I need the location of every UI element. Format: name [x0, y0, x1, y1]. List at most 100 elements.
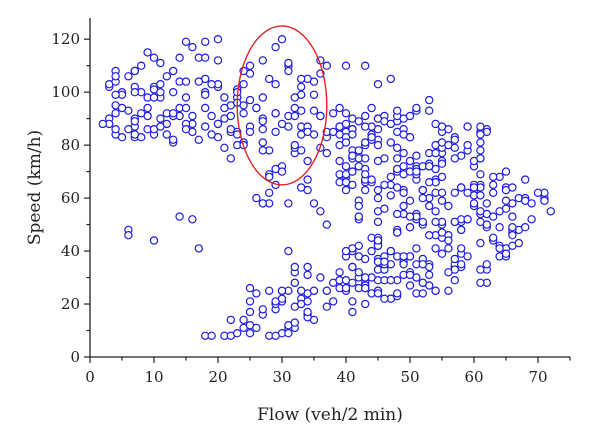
data-point — [258, 146, 267, 155]
data-point — [290, 318, 299, 327]
data-point — [130, 87, 139, 97]
data-point — [405, 212, 415, 221]
data-point — [207, 130, 216, 139]
data-point — [303, 156, 312, 166]
data-point — [393, 154, 402, 163]
data-point — [284, 199, 293, 208]
data-point — [457, 225, 466, 235]
data-point — [335, 268, 344, 277]
data-point — [508, 230, 517, 240]
data-point — [405, 132, 415, 142]
data-point — [309, 130, 319, 139]
data-point — [361, 254, 370, 264]
x-tick-label: 20 — [208, 368, 227, 386]
data-point — [245, 297, 255, 306]
data-point — [405, 270, 415, 280]
data-point — [245, 127, 255, 137]
data-point — [386, 246, 395, 256]
data-point — [412, 167, 421, 176]
data-point — [425, 95, 434, 105]
data-point — [425, 177, 434, 187]
x-tick-label: 0 — [85, 368, 95, 386]
data-point — [399, 188, 408, 197]
data-point — [348, 130, 357, 139]
data-point — [322, 148, 331, 158]
data-point — [341, 119, 351, 129]
data-point — [194, 135, 203, 144]
data-point — [181, 77, 191, 86]
data-point — [361, 273, 370, 282]
data-point — [457, 260, 466, 269]
data-point — [386, 276, 395, 285]
data-point — [309, 199, 319, 208]
data-point — [501, 249, 511, 258]
data-point — [188, 111, 197, 121]
data-point — [188, 42, 197, 52]
data-point — [418, 289, 427, 298]
data-point — [450, 217, 459, 227]
data-point — [361, 185, 370, 195]
data-point — [444, 201, 453, 211]
data-point — [265, 74, 274, 84]
data-point — [367, 175, 376, 184]
x-tick-label: 50 — [400, 368, 419, 386]
data-point — [489, 172, 498, 182]
data-point — [200, 103, 210, 113]
data-point — [168, 135, 178, 144]
data-point — [399, 148, 408, 158]
data-point — [239, 109, 248, 118]
data-point — [501, 167, 511, 176]
data-point — [373, 156, 383, 166]
data-point — [386, 191, 395, 200]
data-point — [181, 37, 191, 47]
data-point — [168, 66, 178, 76]
data-point — [508, 212, 517, 221]
data-point — [265, 286, 274, 295]
data-point — [469, 199, 479, 208]
data-point — [245, 95, 255, 105]
data-point — [149, 53, 159, 62]
data-point — [450, 154, 459, 163]
data-point — [399, 252, 408, 261]
data-point — [431, 148, 440, 158]
y-tick-label: 80 — [61, 136, 80, 154]
data-point — [386, 119, 395, 129]
data-point — [284, 329, 293, 338]
data-point — [476, 207, 485, 216]
data-point — [258, 93, 267, 102]
data-point — [361, 111, 370, 121]
data-point — [341, 283, 351, 293]
data-point — [252, 289, 261, 298]
data-point — [431, 207, 440, 216]
data-point — [130, 66, 139, 76]
data-point — [348, 307, 357, 317]
data-point — [521, 222, 530, 232]
data-point — [437, 172, 447, 182]
data-point — [309, 90, 319, 100]
data-point — [309, 106, 319, 115]
data-point — [450, 254, 459, 264]
data-point — [354, 241, 363, 250]
data-point — [444, 286, 453, 295]
data-point — [284, 66, 293, 76]
data-point — [194, 77, 203, 86]
data-point — [194, 244, 203, 253]
data-point — [136, 61, 146, 70]
data-point — [527, 199, 536, 208]
data-point — [508, 183, 517, 192]
data-point — [213, 35, 223, 44]
data-point — [341, 61, 351, 70]
data-point — [303, 175, 312, 184]
data-point — [200, 122, 210, 131]
data-point — [546, 207, 556, 216]
data-point — [303, 307, 312, 317]
data-point — [252, 323, 261, 333]
data-point — [220, 103, 229, 113]
data-point — [335, 156, 344, 166]
data-point — [245, 307, 255, 317]
data-point — [290, 262, 299, 272]
data-point — [393, 289, 402, 298]
data-point — [156, 58, 165, 68]
data-point — [476, 122, 485, 131]
